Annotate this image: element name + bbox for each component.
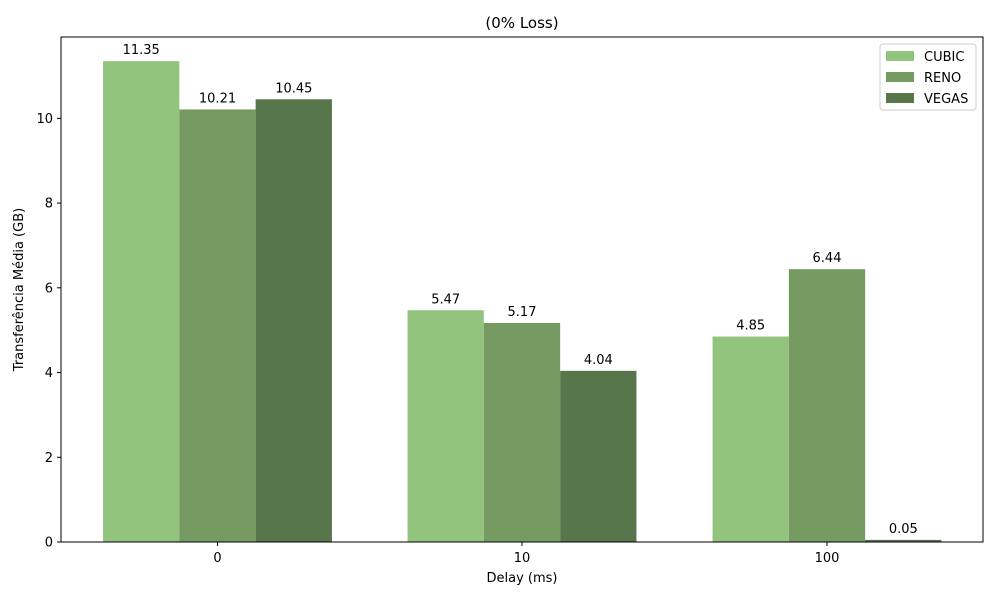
data-label-reno-100: 6.44 bbox=[813, 251, 842, 266]
x-axis-label: Delay (ms) bbox=[487, 571, 558, 586]
data-label-vegas-10: 4.04 bbox=[584, 353, 613, 368]
bar-cubic-10 bbox=[407, 310, 484, 542]
data-label-reno-0: 10.21 bbox=[199, 91, 236, 106]
x-tick-label: 0 bbox=[213, 551, 221, 566]
bar-cubic-100 bbox=[712, 336, 789, 542]
plot-frame bbox=[60, 36, 984, 543]
bar-cubic-0 bbox=[103, 61, 180, 542]
bar-vegas-0 bbox=[255, 99, 332, 543]
y-tick-label: 4 bbox=[45, 366, 53, 381]
data-label-cubic-10: 5.47 bbox=[431, 292, 460, 307]
data-label-cubic-100: 4.85 bbox=[736, 319, 765, 334]
x-tick-label: 10 bbox=[514, 551, 531, 566]
bar-vegas-10 bbox=[560, 370, 637, 542]
chart-title: (0% Loss) bbox=[485, 14, 558, 32]
data-labels-group: 11.35 5.47 4.85 10.21 5.17 6.44 10.45 4.04 0.05 bbox=[123, 43, 918, 537]
y-tick-label: 0 bbox=[45, 536, 53, 551]
y-tick-label: 6 bbox=[45, 281, 53, 296]
x-tick-label: 100 bbox=[815, 551, 840, 566]
bar-vegas-100 bbox=[865, 539, 942, 542]
data-label-cubic-0: 11.35 bbox=[123, 43, 160, 58]
legend-swatch-reno bbox=[886, 72, 914, 82]
y-tick-label: 8 bbox=[45, 197, 53, 212]
y-tick-label: 10 bbox=[36, 112, 53, 127]
data-label-vegas-100: 0.05 bbox=[889, 522, 918, 537]
bars-group bbox=[103, 61, 942, 543]
legend-label-vegas: VEGAS bbox=[924, 92, 968, 107]
legend-swatch-vegas bbox=[886, 93, 914, 103]
y-axis-label: Transferência Média (GB) bbox=[12, 208, 27, 372]
x-axis: 0 10 100 bbox=[213, 542, 839, 566]
bar-reno-10 bbox=[483, 322, 561, 542]
y-tick-label: 2 bbox=[45, 451, 53, 466]
data-label-reno-10: 5.17 bbox=[508, 305, 537, 320]
legend-label-reno: RENO bbox=[924, 71, 961, 86]
legend-swatch-cubic bbox=[886, 51, 914, 61]
bar-reno-100 bbox=[788, 269, 866, 542]
data-label-vegas-0: 10.45 bbox=[275, 81, 312, 96]
legend: CUBIC RENO VEGAS bbox=[879, 43, 977, 111]
y-axis: 0 2 4 6 8 10 bbox=[36, 112, 61, 551]
legend-label-cubic: CUBIC bbox=[924, 50, 964, 65]
bar-reno-0 bbox=[179, 109, 256, 543]
